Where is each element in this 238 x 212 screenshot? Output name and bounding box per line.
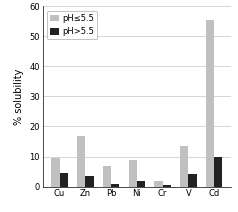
Y-axis label: % solubility: % solubility	[14, 68, 24, 125]
Bar	[60, 173, 68, 187]
Bar	[85, 176, 94, 187]
Bar	[129, 159, 137, 187]
Bar	[103, 166, 111, 187]
Bar	[137, 181, 145, 187]
Bar	[188, 174, 197, 187]
Bar	[214, 156, 222, 187]
Bar	[77, 135, 85, 187]
Bar	[180, 146, 188, 187]
Bar	[111, 184, 119, 187]
Bar	[51, 158, 60, 187]
Legend: pH≤5.5, pH>5.5: pH≤5.5, pH>5.5	[47, 11, 97, 39]
Bar	[154, 181, 163, 187]
Bar	[163, 185, 171, 187]
Bar	[206, 20, 214, 187]
